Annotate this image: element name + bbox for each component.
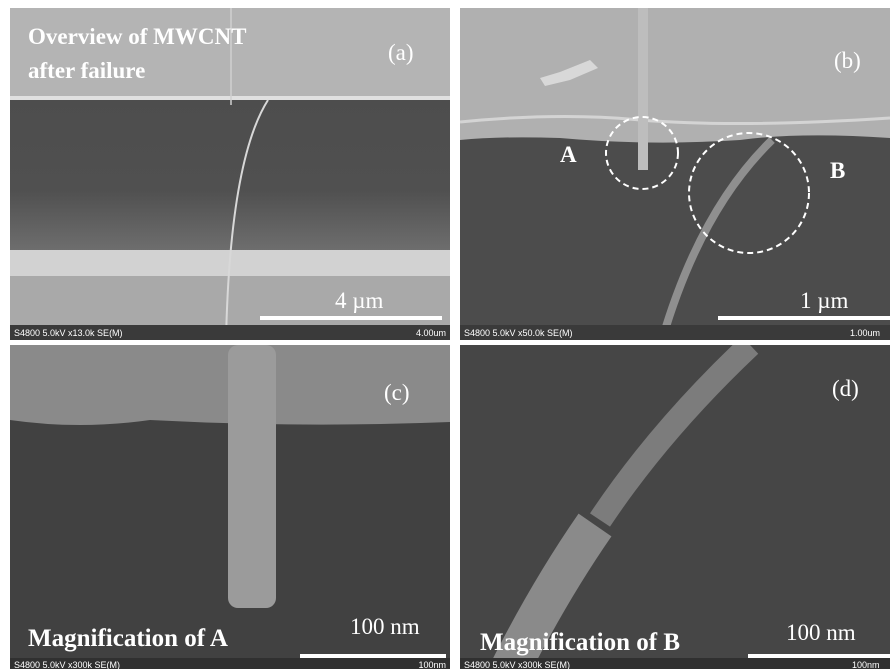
panel-label: (c) [384,380,410,405]
panel-label: (d) [832,376,859,401]
probe [638,8,648,170]
panel-d: (d) Magnification of B 100 nm S4800 5.0k… [460,345,890,669]
info: S4800 5.0kV x50.0k SE(M) [464,328,573,338]
panel-label: (a) [388,40,414,65]
caption: Magnification of A [28,625,228,652]
scale-label: 4 µm [335,288,384,313]
edge [10,96,450,100]
scale-label: 100 nm [786,620,856,645]
marker: A [560,142,577,167]
figure: Overview of MWCNT after failure (a) 4 µm… [0,0,890,669]
info: S4800 5.0kV x300k SE(M) [464,660,570,669]
page: Overview of MWCNT after failure (a) 4 µm… [0,0,890,669]
caption: Magnification of B [480,629,680,656]
scale-label: 100 nm [350,614,420,639]
marker: B [830,158,845,183]
info-scale: 100nm [418,660,446,669]
info: S4800 5.0kV x13.0k SE(M) [14,328,123,338]
info-scale: 100nm [852,660,880,669]
info-scale: 1.00um [850,328,880,338]
panel-c: (c) Magnification of A 100 nm S4800 5.0k… [10,345,450,669]
probe [228,345,276,608]
caption: Overview of MWCNT [28,24,246,49]
panel-label: (b) [834,48,861,73]
caption: after failure [28,58,145,83]
info: S4800 5.0kV x300k SE(M) [14,660,120,669]
scale-label: 1 µm [800,288,849,313]
electrode-top [10,8,450,100]
info-scale: 4.00um [416,328,446,338]
panel-a: Overview of MWCNT after failure (a) 4 µm… [10,8,450,340]
panel-b: A B (b) 1 µm S4800 5.0kV x50.0k SE(M) 1.… [460,8,890,340]
